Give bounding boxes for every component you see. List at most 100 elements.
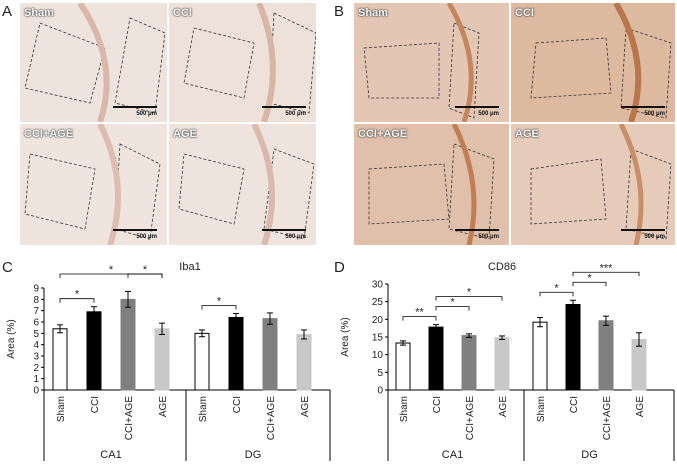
y-tick-label: 1	[33, 374, 39, 385]
micrograph-a-cci: CCI 500 μm	[169, 3, 316, 122]
bar	[598, 320, 614, 391]
significance-bracket	[402, 316, 437, 321]
group-label: CA1	[100, 449, 121, 461]
bar	[532, 321, 548, 391]
tile-label: CCI+AGE	[24, 128, 74, 140]
scale-bar	[113, 106, 157, 108]
significance-label: *	[217, 296, 222, 308]
significance-bracket	[201, 305, 237, 310]
y-axis-label: Area (%)	[6, 319, 17, 358]
group-label: DG	[581, 449, 598, 461]
bar	[86, 311, 102, 391]
significance-label: ***	[600, 262, 614, 274]
scale-label: 500 μm	[644, 111, 665, 117]
bar	[461, 335, 477, 391]
scale-label: 500 μm	[136, 234, 157, 240]
micrograph-a-cci-age: CCI+AGE 500 μm	[20, 124, 167, 245]
scale-label: 500 μm	[136, 111, 157, 117]
y-tick-label: 5	[33, 329, 39, 340]
bar	[262, 318, 278, 391]
bar	[494, 337, 510, 391]
category-label: Sham	[56, 396, 67, 422]
significance-label: *	[450, 297, 455, 309]
bar	[120, 298, 136, 391]
micrograph-b-sham: Sham 500 μm	[354, 3, 509, 122]
y-tick-label: 15	[372, 333, 384, 344]
micrograph-b-cci-age: CCI+AGE 500 μm	[354, 124, 509, 245]
scale-label: 500 μm	[478, 234, 499, 240]
micrograph-b-cci-image	[511, 3, 675, 122]
chart-cd86: CD86 Area (%) 0 5 10 15 20 25 30 CA1 Sham CCI CCI+AG…	[340, 261, 675, 461]
micrograph-b-sham-image	[354, 3, 509, 122]
micrograph-b-cci: CCI 500 μm	[511, 3, 675, 122]
category-label: AGE	[300, 396, 311, 417]
bar	[194, 332, 210, 391]
panel-letter-c: C	[2, 259, 13, 276]
y-tick-label: 30	[372, 280, 384, 291]
significance-label: *	[109, 264, 114, 276]
bar	[565, 303, 581, 391]
significance-label: *	[554, 282, 559, 294]
y-tick-label: 2	[33, 363, 39, 374]
scale-bar	[262, 229, 306, 231]
micrograph-a-age-image	[169, 124, 316, 245]
panel-letter-d: D	[334, 259, 345, 276]
category-label: AGE	[158, 396, 169, 417]
significance-label: *	[467, 287, 472, 299]
tile-label: CCI	[173, 7, 192, 19]
tile-label: AGE	[173, 128, 197, 140]
y-tick-label: 0	[33, 386, 39, 397]
scale-label: 500 μm	[478, 111, 499, 117]
category-label: CCI	[232, 396, 243, 413]
category-label: CCI+AGE	[602, 396, 613, 441]
y-axis-label: Area (%)	[340, 317, 351, 356]
category-label: AGE	[498, 396, 509, 417]
significance-bracket	[435, 306, 470, 311]
category-label: CCI+AGE	[124, 396, 135, 441]
scale-bar	[455, 106, 499, 108]
scale-bar	[113, 229, 157, 231]
chart-title: Iba1	[179, 261, 200, 273]
y-tick-label: 4	[33, 340, 39, 351]
category-label: Sham	[399, 396, 410, 422]
significance-label: **	[415, 307, 424, 319]
micrograph-a-cci-image	[169, 3, 316, 122]
category-label: CCI+AGE	[266, 396, 277, 441]
scale-label: 500 μm	[644, 234, 665, 240]
scale-bar	[621, 229, 665, 231]
panel-letter-b: B	[334, 3, 345, 20]
bar	[631, 338, 647, 391]
chart-title: CD86	[488, 261, 516, 273]
micrograph-a-sham-image	[20, 3, 167, 122]
bar	[296, 333, 312, 391]
group-label: CA1	[442, 449, 463, 461]
significance-bracket	[127, 273, 163, 278]
category-label: CCI	[569, 396, 580, 413]
category-label: CCI	[90, 396, 101, 413]
scale-label: 500 μm	[285, 234, 306, 240]
scale-label: 500 μm	[285, 111, 306, 117]
y-tick-label: 10	[372, 350, 384, 361]
significance-label: *	[75, 289, 80, 301]
significance-bracket	[59, 298, 95, 303]
y-tick-label: 9	[33, 284, 39, 295]
micrograph-a-age: AGE 500 μm	[169, 124, 316, 245]
tile-label: Sham	[358, 7, 388, 19]
micrograph-b-age: AGE 500 μm	[511, 124, 675, 245]
category-label: CCI+AGE	[465, 396, 476, 441]
panel-letter-a: A	[2, 3, 13, 20]
scale-bar	[262, 106, 306, 108]
category-label: Sham	[536, 396, 547, 422]
significance-label: *	[587, 272, 592, 284]
y-tick-label: 0	[377, 386, 383, 397]
tile-label: AGE	[515, 128, 539, 140]
significance-bracket	[572, 281, 607, 287]
y-tick-label: 5	[377, 368, 383, 379]
y-tick-label: 3	[33, 352, 39, 363]
tile-label: CCI	[515, 7, 534, 19]
tile-label: Sham	[24, 7, 54, 19]
bar	[428, 326, 444, 391]
significance-bracket	[539, 291, 574, 297]
category-label: AGE	[635, 396, 646, 417]
